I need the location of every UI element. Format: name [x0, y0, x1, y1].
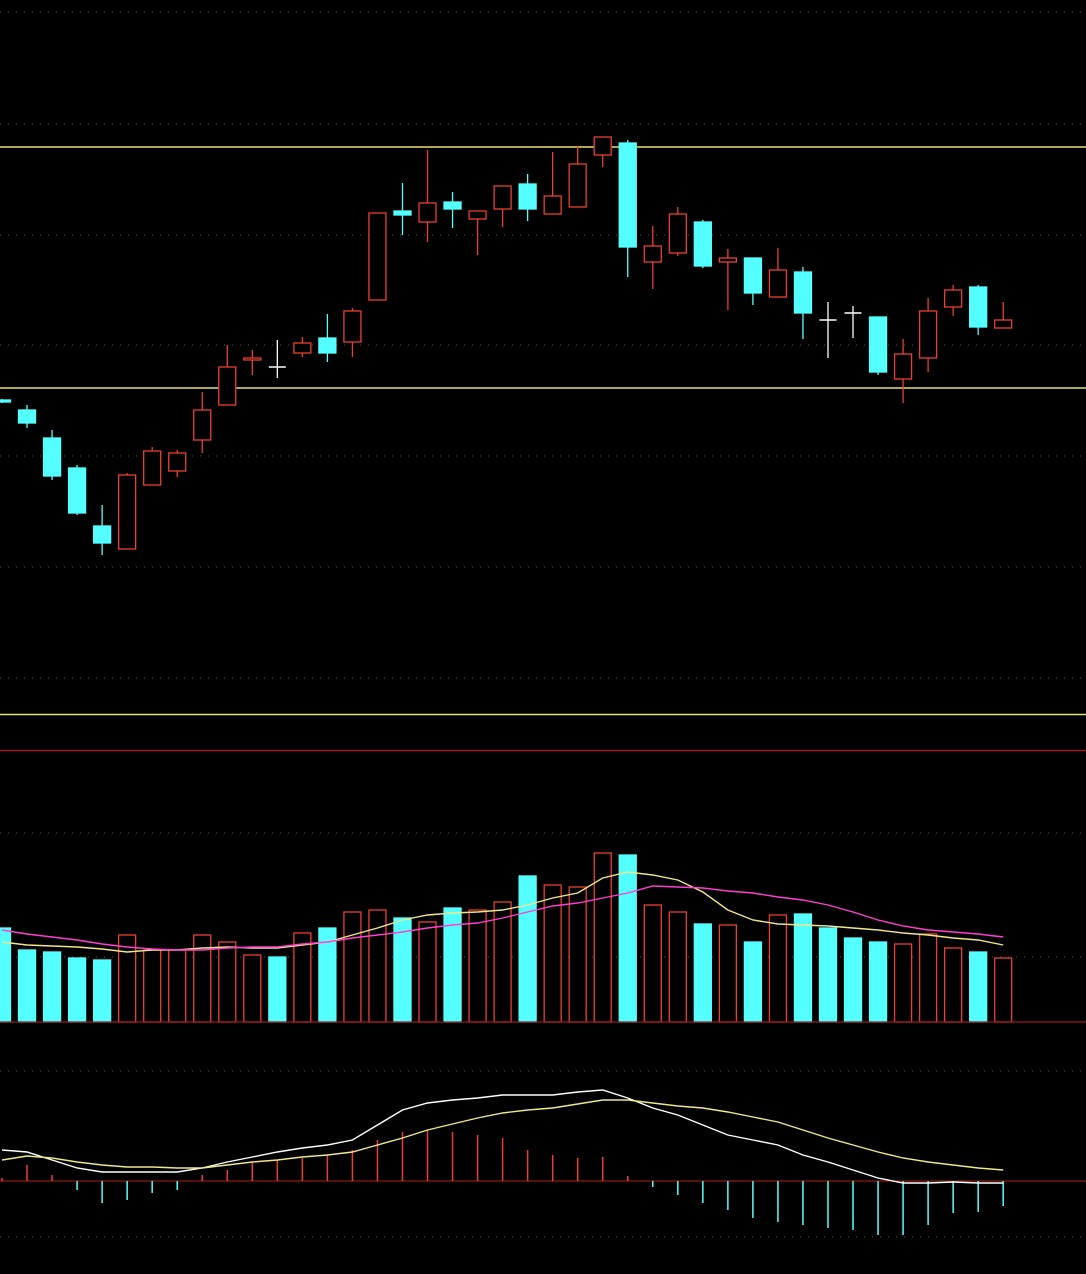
- volume-bar: [168, 949, 187, 1023]
- candle-body: [518, 183, 537, 210]
- candle-body: [218, 366, 237, 406]
- volume-bar: [743, 941, 763, 1023]
- candle-body: [67, 467, 87, 514]
- candle-body: [943, 289, 963, 308]
- candle-body: [969, 286, 988, 328]
- candle-body: [393, 210, 412, 216]
- candle-body: [17, 409, 37, 424]
- volume-bar: [718, 924, 738, 1023]
- candle-body: [618, 142, 637, 248]
- candle-body: [543, 195, 562, 215]
- volume-bar: [668, 911, 687, 1023]
- candle-body: [693, 221, 712, 267]
- volume-bar: [618, 854, 637, 1023]
- candle-body: [418, 202, 437, 223]
- volume-bar: [818, 927, 838, 1023]
- volume-bar: [42, 951, 62, 1023]
- volume-bar: [493, 901, 512, 1023]
- volume-bar: [643, 904, 662, 1023]
- volume-bar: [268, 956, 287, 1023]
- candle-body: [768, 269, 788, 298]
- candle-body: [293, 342, 312, 354]
- candle-body: [42, 437, 62, 477]
- indicator-line: [1, 1099, 1004, 1171]
- volume-bar: [893, 943, 913, 1023]
- candle-body: [643, 245, 662, 263]
- volume-bar: [994, 957, 1013, 1023]
- candle-body: [193, 409, 212, 441]
- volume-bar: [468, 909, 487, 1023]
- candle-body: [443, 201, 462, 210]
- volume-bar: [768, 914, 788, 1023]
- candle-body: [568, 163, 587, 208]
- candle-body: [318, 337, 337, 354]
- volume-bar: [568, 886, 587, 1023]
- candle-body: [918, 310, 938, 359]
- volume-bar: [218, 941, 237, 1023]
- volume-bar: [943, 947, 963, 1023]
- candle-body: [743, 257, 763, 294]
- volume-bar: [969, 951, 988, 1023]
- candle-body: [368, 212, 387, 301]
- candle-body: [994, 319, 1013, 329]
- candle-body: [243, 357, 262, 361]
- volume-bar: [67, 957, 87, 1023]
- candle-body: [118, 474, 137, 550]
- volume-bar: [418, 921, 437, 1023]
- indicator-line: [1, 1089, 1004, 1184]
- candle-body: [168, 452, 187, 472]
- volume-bar: [693, 923, 712, 1023]
- volume-bar: [343, 911, 362, 1023]
- candle-body: [0, 399, 12, 403]
- volume-bar: [92, 959, 112, 1023]
- volume-bar: [868, 941, 888, 1023]
- volume-bar: [393, 917, 412, 1023]
- volume-bar: [843, 937, 863, 1023]
- candle-body: [893, 353, 913, 380]
- candle-body: [143, 450, 162, 486]
- volume-bar: [518, 875, 537, 1023]
- volume-bar: [143, 949, 162, 1023]
- candle-body: [92, 525, 112, 544]
- candle-body: [718, 257, 738, 263]
- candle-body: [868, 316, 888, 373]
- volume-bar: [793, 913, 813, 1023]
- candle-body: [343, 310, 362, 343]
- indicator-line: [1, 885, 1004, 951]
- candle-body: [468, 210, 487, 220]
- volume-bar: [918, 933, 938, 1023]
- volume-bar: [243, 954, 262, 1023]
- candle-body: [668, 213, 687, 254]
- candle-body: [493, 185, 512, 210]
- candle-body: [793, 271, 813, 314]
- candle-body: [593, 136, 612, 156]
- volume-bar: [17, 949, 37, 1023]
